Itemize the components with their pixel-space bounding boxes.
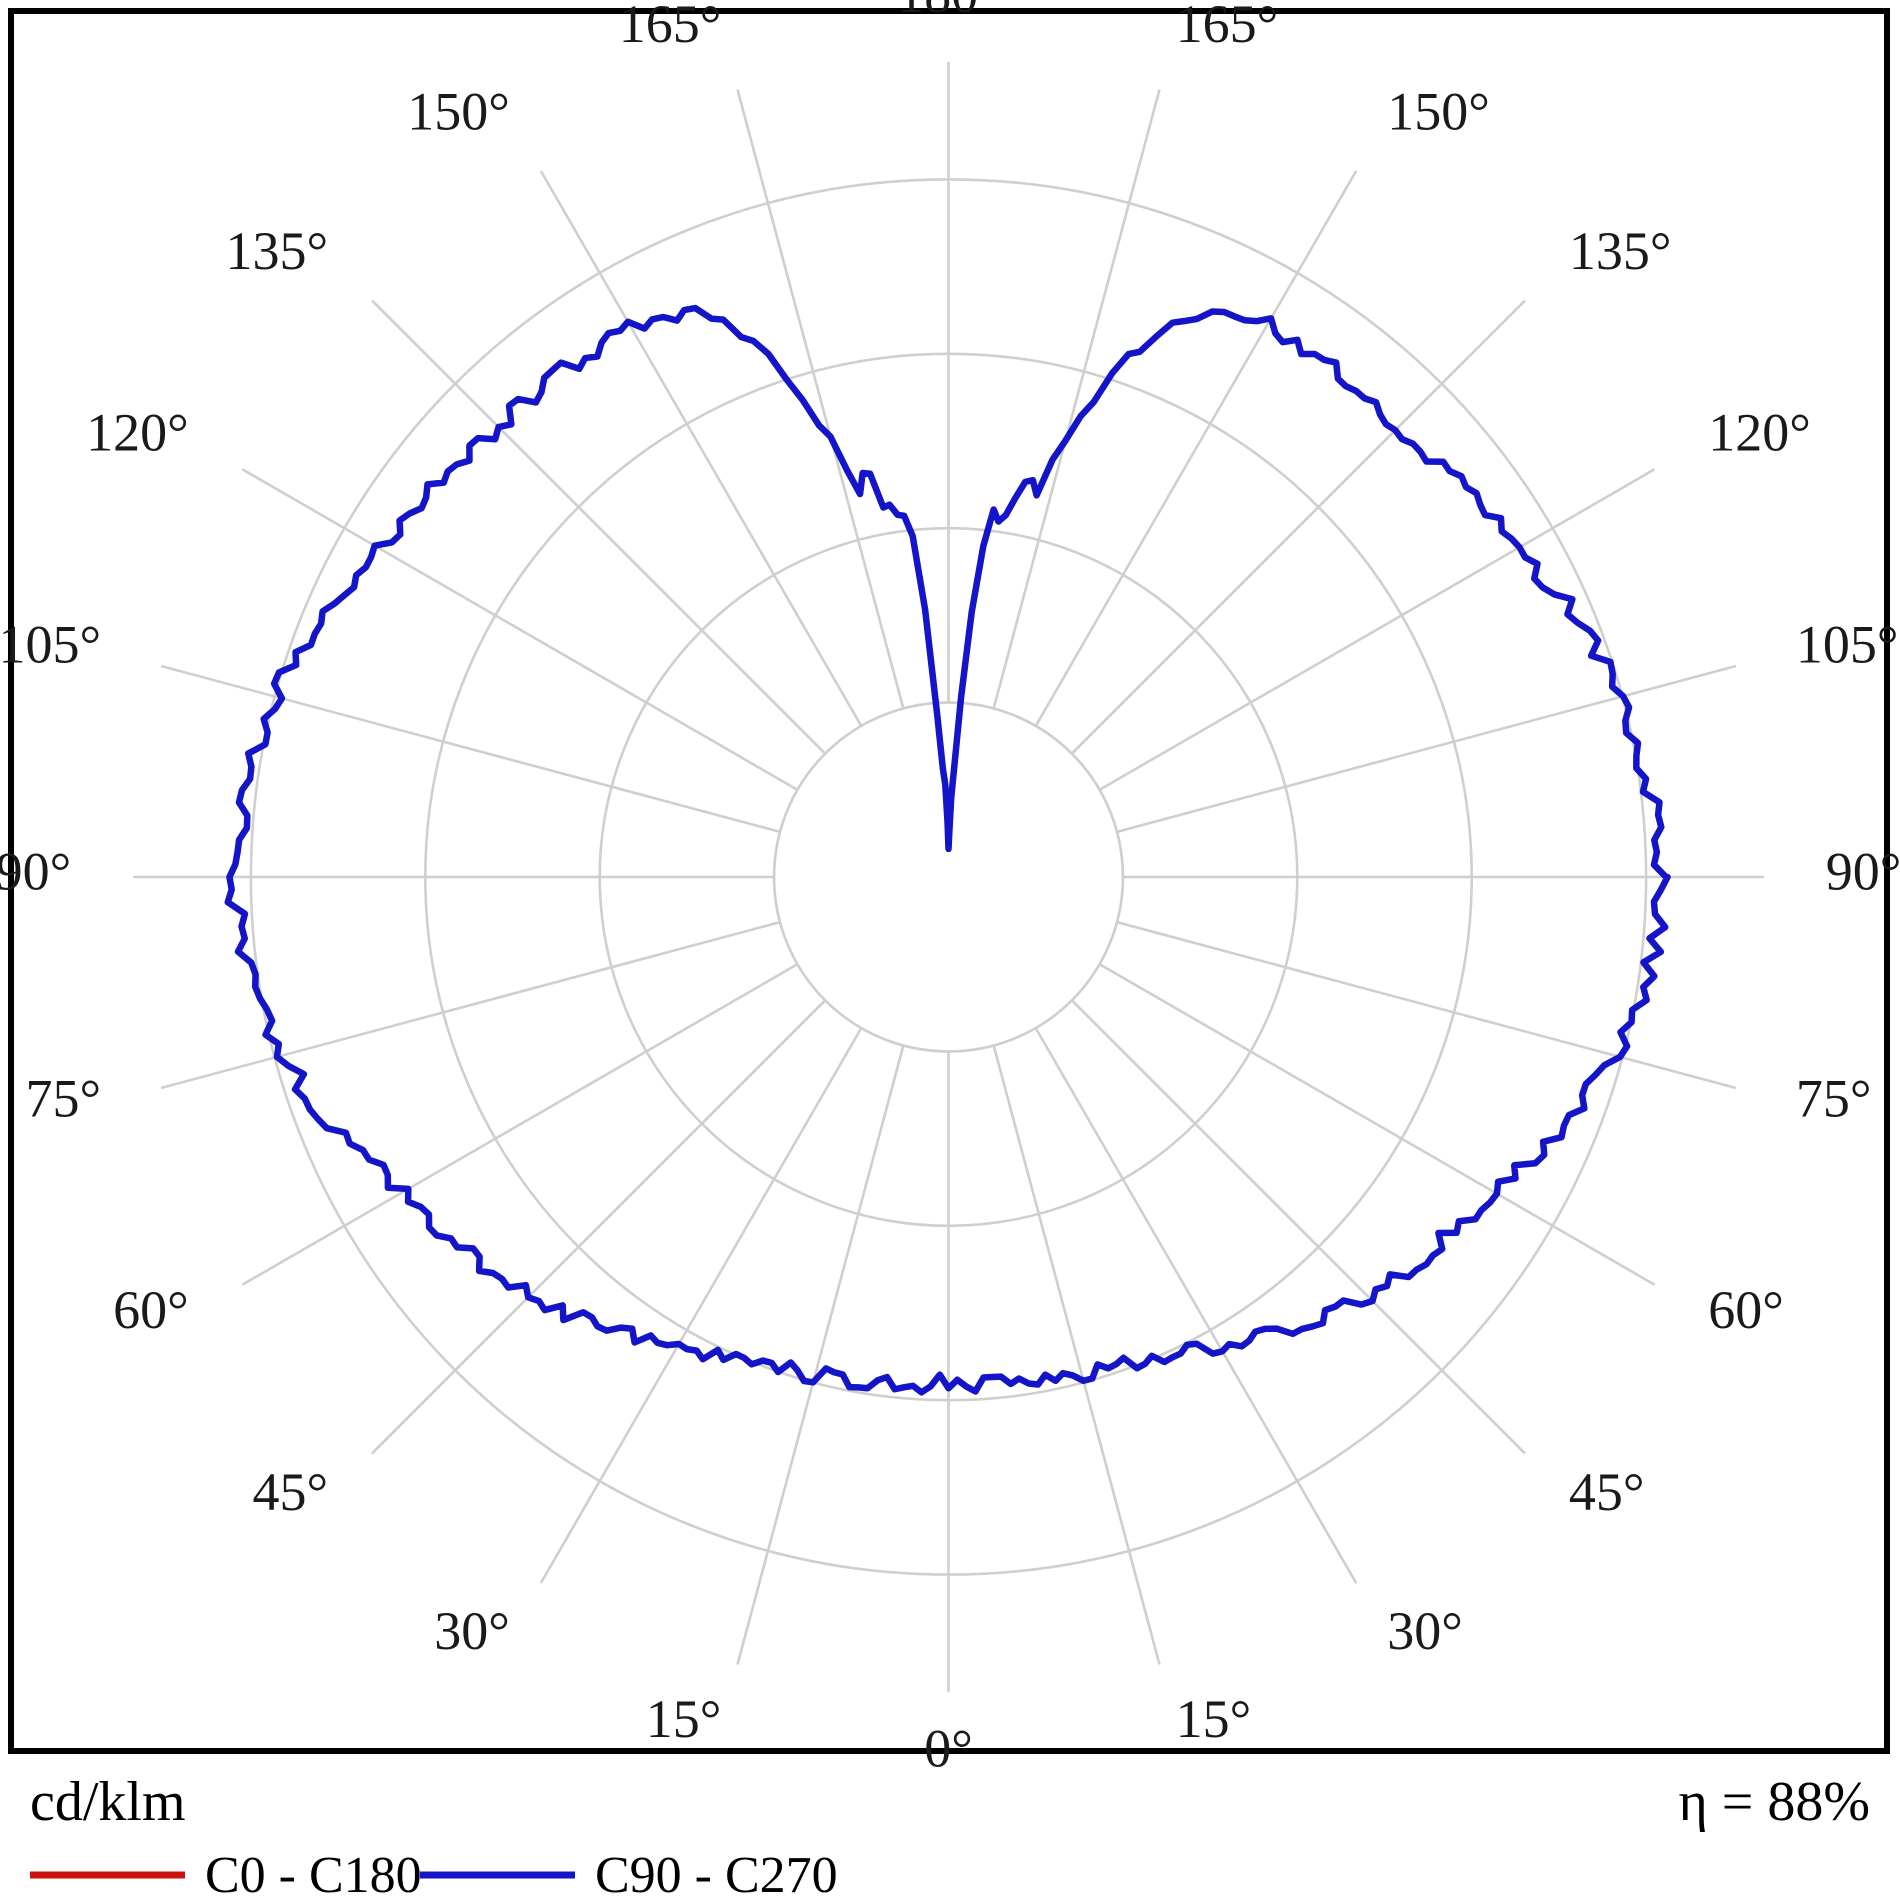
svg-text:135°: 135° [225,221,328,281]
svg-text:75°: 75° [1796,1068,1872,1128]
svg-text:15°: 15° [646,1689,722,1749]
svg-text:45°: 45° [1569,1462,1645,1522]
svg-text:135°: 135° [1569,221,1672,281]
svg-text:105°: 105° [1796,614,1899,674]
svg-text:cd/klm: cd/klm [30,1771,186,1833]
svg-text:120°: 120° [86,403,189,463]
svg-text:15°: 15° [1176,1689,1252,1749]
svg-text:0°: 0° [924,1719,973,1779]
svg-text:120°: 120° [1708,403,1811,463]
svg-text:30°: 30° [1387,1601,1463,1661]
svg-text:30°: 30° [434,1601,510,1661]
svg-text:45°: 45° [252,1462,328,1522]
svg-text:90°: 90° [0,841,71,901]
svg-text:180°: 180° [897,0,1000,24]
svg-text:165°: 165° [619,0,722,54]
svg-text:η = 88%: η = 88% [1678,1771,1870,1833]
svg-text:150°: 150° [1387,82,1490,142]
svg-text:C0 - C180: C0 - C180 [205,1847,422,1900]
svg-text:165°: 165° [1176,0,1279,54]
svg-text:150°: 150° [407,82,510,142]
svg-text:90°: 90° [1826,841,1900,901]
svg-text:105°: 105° [0,614,101,674]
svg-text:75°: 75° [25,1068,101,1128]
svg-text:60°: 60° [113,1280,189,1340]
svg-text:60°: 60° [1708,1280,1784,1340]
svg-text:C90 - C270: C90 - C270 [595,1847,838,1900]
